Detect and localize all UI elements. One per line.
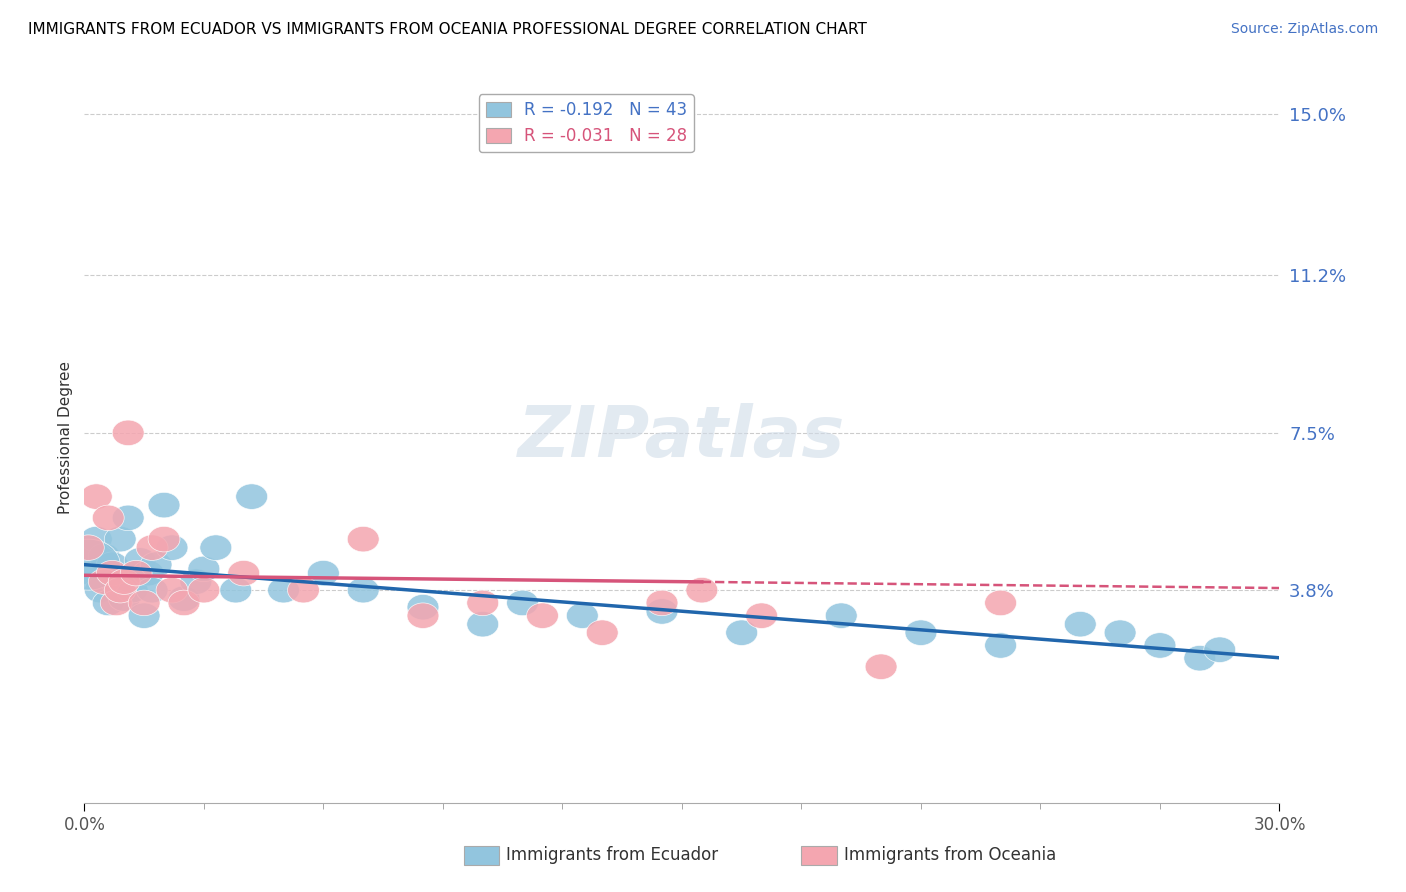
Ellipse shape [905, 620, 936, 646]
Ellipse shape [141, 552, 172, 577]
Legend: R = -0.192   N = 43, R = -0.031   N = 28: R = -0.192 N = 43, R = -0.031 N = 28 [479, 95, 693, 152]
Ellipse shape [506, 591, 538, 615]
Ellipse shape [228, 560, 260, 586]
Ellipse shape [84, 577, 117, 603]
Ellipse shape [100, 569, 132, 594]
Ellipse shape [745, 603, 778, 629]
Text: Immigrants from Ecuador: Immigrants from Ecuador [506, 847, 718, 864]
Ellipse shape [725, 620, 758, 646]
Ellipse shape [527, 603, 558, 629]
Ellipse shape [865, 654, 897, 680]
Ellipse shape [219, 577, 252, 603]
Ellipse shape [586, 620, 619, 646]
Ellipse shape [308, 560, 339, 586]
Ellipse shape [96, 560, 128, 586]
Ellipse shape [89, 543, 121, 569]
Ellipse shape [408, 594, 439, 620]
Ellipse shape [1204, 637, 1236, 663]
Y-axis label: Professional Degree: Professional Degree [58, 360, 73, 514]
Ellipse shape [148, 492, 180, 518]
Ellipse shape [136, 577, 169, 603]
Ellipse shape [188, 556, 219, 582]
Ellipse shape [467, 611, 499, 637]
Ellipse shape [825, 603, 858, 629]
Ellipse shape [89, 569, 121, 594]
Ellipse shape [180, 569, 212, 594]
Ellipse shape [112, 505, 145, 531]
Ellipse shape [80, 483, 112, 509]
Ellipse shape [128, 603, 160, 629]
Ellipse shape [104, 577, 136, 603]
Ellipse shape [128, 591, 160, 615]
Ellipse shape [567, 603, 599, 629]
Ellipse shape [647, 591, 678, 615]
Ellipse shape [686, 577, 718, 603]
Ellipse shape [93, 505, 124, 531]
Ellipse shape [121, 560, 152, 586]
Ellipse shape [156, 535, 188, 560]
Ellipse shape [267, 577, 299, 603]
Ellipse shape [408, 603, 439, 629]
Ellipse shape [104, 526, 136, 552]
Ellipse shape [124, 548, 156, 574]
Ellipse shape [169, 591, 200, 615]
Ellipse shape [169, 586, 200, 611]
Ellipse shape [112, 420, 145, 446]
Ellipse shape [200, 535, 232, 560]
Ellipse shape [73, 535, 104, 560]
Ellipse shape [132, 560, 165, 586]
Text: Source: ZipAtlas.com: Source: ZipAtlas.com [1230, 22, 1378, 37]
Ellipse shape [347, 577, 380, 603]
Ellipse shape [984, 591, 1017, 615]
Ellipse shape [100, 591, 132, 615]
Ellipse shape [108, 586, 141, 611]
Ellipse shape [96, 552, 128, 577]
Ellipse shape [188, 577, 219, 603]
Ellipse shape [121, 560, 152, 586]
Text: Immigrants from Oceania: Immigrants from Oceania [844, 847, 1056, 864]
Text: ZIPatlas: ZIPatlas [519, 402, 845, 472]
Ellipse shape [76, 560, 108, 586]
Ellipse shape [1064, 611, 1097, 637]
Ellipse shape [148, 526, 180, 552]
Ellipse shape [1104, 620, 1136, 646]
Ellipse shape [467, 591, 499, 615]
Ellipse shape [56, 539, 121, 591]
Ellipse shape [288, 577, 319, 603]
Ellipse shape [647, 599, 678, 624]
Ellipse shape [347, 526, 380, 552]
Ellipse shape [1184, 646, 1216, 671]
Text: IMMIGRANTS FROM ECUADOR VS IMMIGRANTS FROM OCEANIA PROFESSIONAL DEGREE CORRELATI: IMMIGRANTS FROM ECUADOR VS IMMIGRANTS FR… [28, 22, 868, 37]
Ellipse shape [156, 577, 188, 603]
Ellipse shape [93, 591, 124, 615]
Ellipse shape [984, 632, 1017, 658]
Ellipse shape [73, 535, 104, 560]
Ellipse shape [136, 535, 169, 560]
Ellipse shape [1144, 632, 1175, 658]
Ellipse shape [117, 577, 148, 603]
Ellipse shape [236, 483, 267, 509]
Ellipse shape [108, 569, 141, 594]
Ellipse shape [80, 526, 112, 552]
